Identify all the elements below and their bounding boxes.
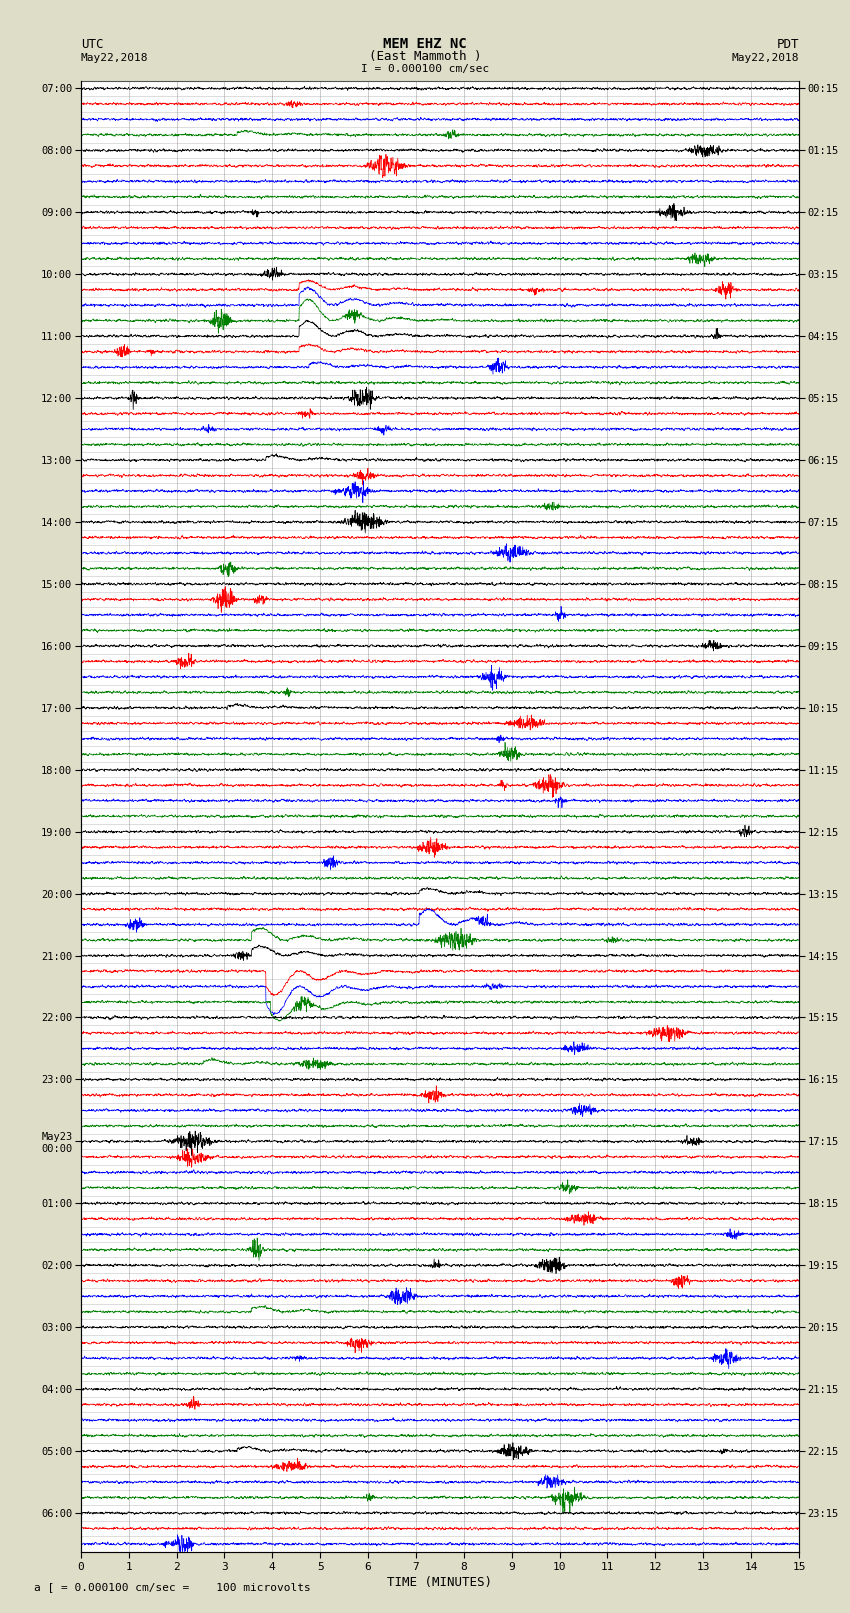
Text: MEM EHZ NC: MEM EHZ NC [383,37,467,50]
Text: PDT: PDT [777,37,799,50]
Text: May22,2018: May22,2018 [732,53,799,63]
Text: May22,2018: May22,2018 [81,53,148,63]
Text: UTC: UTC [81,37,103,50]
X-axis label: TIME (MINUTES): TIME (MINUTES) [388,1576,492,1589]
Text: (East Mammoth ): (East Mammoth ) [369,50,481,63]
Text: a [ = 0.000100 cm/sec =    100 microvolts: a [ = 0.000100 cm/sec = 100 microvolts [34,1582,311,1592]
Text: I = 0.000100 cm/sec: I = 0.000100 cm/sec [361,65,489,74]
